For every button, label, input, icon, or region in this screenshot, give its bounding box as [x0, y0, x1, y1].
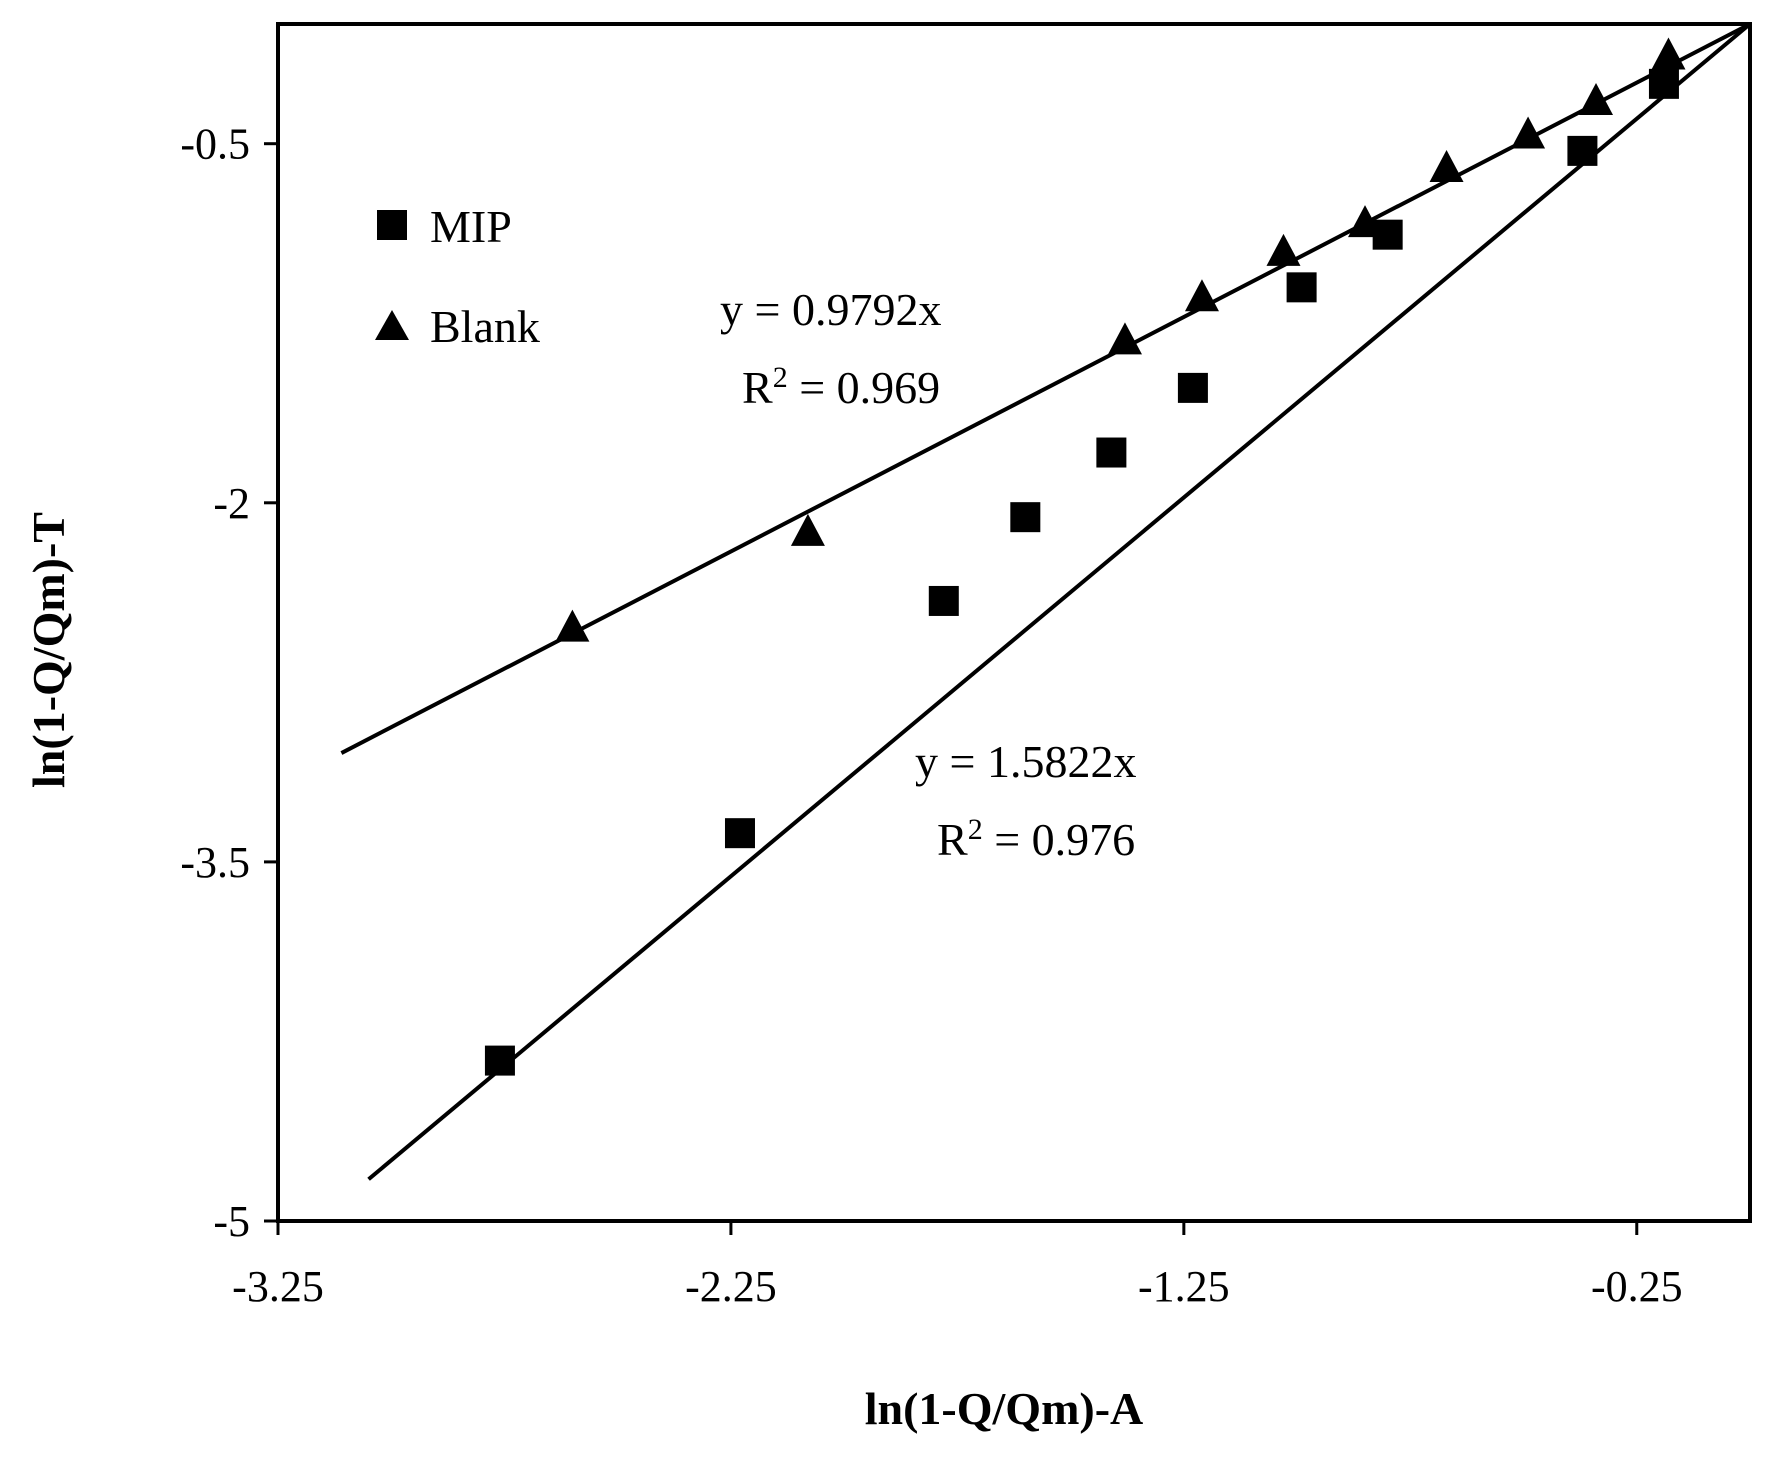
x-tick-label: -3.25 — [232, 1262, 324, 1311]
y-tick-label: -3.5 — [180, 838, 250, 887]
mip-r2: R2 = 0.976 — [937, 813, 1135, 865]
mip-point — [1648, 68, 1679, 99]
y-axis-title: ln(1-Q/Qm)-T — [23, 512, 74, 788]
legend-mip-label: MIP — [430, 201, 512, 252]
mip-point — [484, 1045, 515, 1076]
mip-equation: y = 1.5822x — [915, 736, 1136, 787]
blank-point — [555, 609, 590, 642]
mip-point — [1567, 135, 1598, 166]
blank-point — [1429, 150, 1464, 183]
blank-point — [1107, 322, 1142, 355]
y-tick-label: -2 — [213, 479, 250, 528]
blank-r2-exp: 2 — [773, 361, 788, 394]
blank-point — [1348, 205, 1383, 238]
mip-point — [1177, 372, 1208, 403]
mip-point — [928, 585, 959, 616]
blank-point — [1266, 233, 1301, 266]
legend-mip-marker — [377, 210, 407, 240]
mip-point — [1096, 437, 1127, 468]
x-axis-ticks: -3.25 -2.25 -1.25 -0.25 — [232, 1221, 1683, 1311]
x-tick-label: -1.25 — [1138, 1262, 1230, 1311]
blank-point — [1579, 83, 1614, 116]
legend-blank-label: Blank — [430, 301, 540, 352]
mip-point — [1010, 502, 1041, 533]
blank-r2-value: = 0.969 — [788, 362, 940, 413]
blank-trendline — [340, 22, 1751, 755]
plot-frame — [276, 22, 1752, 1223]
mip-r2-prefix: R — [937, 814, 968, 865]
x-axis-title: ln(1-Q/Qm)-A — [865, 1383, 1144, 1434]
x-tick-label: -0.25 — [1591, 1262, 1683, 1311]
blank-point — [1184, 279, 1219, 312]
mip-r2-value: = 0.976 — [983, 814, 1135, 865]
blank-point — [1511, 116, 1546, 149]
blank-r2-prefix: R — [742, 362, 773, 413]
mip-r2-exp: 2 — [968, 813, 983, 846]
blank-point — [1651, 37, 1686, 70]
y-axis-ticks: -5 -3.5 -2 -0.5 — [180, 120, 278, 1246]
mip-point — [1286, 272, 1317, 303]
data-points — [484, 37, 1686, 1076]
mip-trendline — [367, 22, 1752, 1181]
y-tick-label: -0.5 — [180, 120, 250, 169]
x-tick-label: -2.25 — [685, 1262, 777, 1311]
trendlines — [340, 22, 1752, 1181]
y-tick-label: -5 — [213, 1197, 250, 1246]
mip-point — [724, 818, 755, 849]
legend-blank-marker — [375, 310, 409, 340]
blank-point — [790, 513, 825, 546]
blank-r2: R2 = 0.969 — [742, 361, 940, 413]
blank-equation: y = 0.9792x — [720, 284, 941, 335]
legend: MIP Blank — [375, 201, 540, 352]
